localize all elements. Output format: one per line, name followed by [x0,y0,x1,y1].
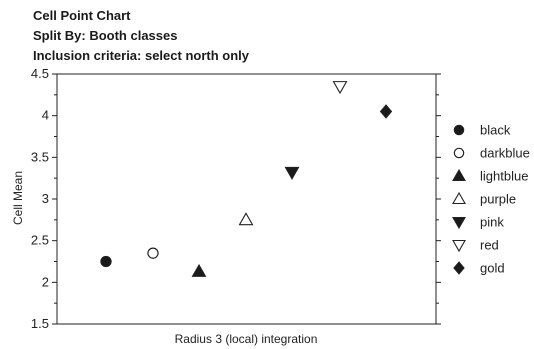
y-tick-label: 4 [42,108,49,123]
legend-marker-gold [453,261,465,275]
plot-frame [56,73,437,325]
chart-subtitle-split: Split By: Booth classes [33,28,178,43]
data-point-purple [238,212,254,226]
y-tick-label: 3 [42,191,49,206]
data-point-black [100,255,112,268]
legend-marker-red [452,239,466,253]
chart-subtitle-criteria: Inclusion criteria: select north only [33,48,249,63]
data-points [100,81,393,277]
y-tick-label: 3.5 [31,149,49,164]
legend-marker-lightblue [452,168,466,182]
legend-marker-pink [452,216,466,230]
data-point-red [332,81,348,95]
x-axis-label: Radius 3 (local) integration [175,332,318,346]
y-axis-label: Cell Mean [11,171,25,225]
data-point-darkblue [147,247,159,259]
legend-label-red: red [480,238,499,253]
y-tick-label: 2 [42,274,49,289]
legend-label-black: black [480,123,511,138]
plot-axes: 1.5 2 2.5 3 3.5 4 4.5 [31,66,441,331]
y-tick-label: 2.5 [31,233,49,248]
data-point-lightblue [191,263,207,277]
legend-label-lightblue: lightblue [480,169,528,184]
legend-label-gold: gold [480,261,505,276]
legend-label-darkblue: darkblue [480,146,530,161]
data-point-gold [379,104,393,119]
y-tick-label: 4.5 [31,66,49,81]
legend: black darkblue lightblue purple pink red gold [452,123,530,276]
chart-title-block: Cell Point Chart Split By: Booth classes… [33,6,249,66]
chart-title: Cell Point Chart [33,8,131,23]
legend-marker-darkblue [453,147,465,159]
legend-marker-black [453,124,465,136]
legend-marker-purple [452,191,466,205]
y-tick-label: 1.5 [31,316,49,331]
legend-label-pink: pink [480,215,504,230]
data-point-pink [284,166,300,180]
legend-label-purple: purple [480,192,516,207]
